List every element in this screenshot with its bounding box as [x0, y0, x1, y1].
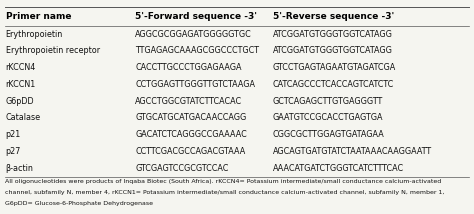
Text: GAATGTCCGCACCTGAGTGA: GAATGTCCGCACCTGAGTGA [273, 113, 383, 122]
Text: All oligonucleotides were products of Inqaba Biotec (South Africa). rKCCN4= Pota: All oligonucleotides were products of In… [5, 179, 441, 184]
Text: p21: p21 [6, 130, 21, 139]
Text: ATCGGATGTGGGTGGTCATAGG: ATCGGATGTGGGTGGTCATAGG [273, 30, 392, 39]
Text: AGCCTGGCGTATCTTCACAC: AGCCTGGCGTATCTTCACAC [135, 97, 242, 106]
Text: AAACATGATCTGGGTCATCTTTCAC: AAACATGATCTGGGTCATCTTTCAC [273, 164, 404, 173]
Text: β-actin: β-actin [6, 164, 34, 173]
Text: 5'-Forward sequence -3': 5'-Forward sequence -3' [135, 12, 257, 21]
Text: p27: p27 [6, 147, 21, 156]
Text: CCTTCGACGCCAGACGTAAA: CCTTCGACGCCAGACGTAAA [135, 147, 246, 156]
Text: TTGAGAGCAAAGCGGCCCTGCT: TTGAGAGCAAAGCGGCCCTGCT [135, 46, 259, 55]
Text: GTCCTGAGTAGAATGTAGATCGA: GTCCTGAGTAGAATGTAGATCGA [273, 63, 396, 72]
Text: rKCCN1: rKCCN1 [6, 80, 36, 89]
Text: CATCAGCCCTCACCAGTCATCTC: CATCAGCCCTCACCAGTCATCTC [273, 80, 394, 89]
Text: Erythropoietin: Erythropoietin [6, 30, 63, 39]
Text: G6pDD= Glucose-6-Phosphate Dehydrogenase: G6pDD= Glucose-6-Phosphate Dehydrogenase [5, 201, 153, 206]
Text: Primer name: Primer name [6, 12, 71, 21]
Text: ATCGGATGTGGGTGGTCATAGG: ATCGGATGTGGGTGGTCATAGG [273, 46, 392, 55]
Text: 5'-Reverse sequence -3': 5'-Reverse sequence -3' [273, 12, 394, 21]
Text: rKCCN4: rKCCN4 [6, 63, 36, 72]
Text: G6pDD: G6pDD [6, 97, 34, 106]
Text: AGGCGCGGAGATGGGGGTGC: AGGCGCGGAGATGGGGGTGC [135, 30, 252, 39]
Text: CACCTTGCCCTGGAGAAGA: CACCTTGCCCTGGAGAAGA [135, 63, 242, 72]
Text: GACATCTCAGGGCCGAAAAC: GACATCTCAGGGCCGAAAAC [135, 130, 247, 139]
Text: Catalase: Catalase [6, 113, 41, 122]
Text: CCTGGAGTTGGGTTGTCTAAGA: CCTGGAGTTGGGTTGTCTAAGA [135, 80, 255, 89]
Text: GTGCATGCATGACAACCAGG: GTGCATGCATGACAACCAGG [135, 113, 246, 122]
Text: CGGCGCTTGGAGTGATAGAA: CGGCGCTTGGAGTGATAGAA [273, 130, 384, 139]
Text: GTCGAGTCCGCGTCCAC: GTCGAGTCCGCGTCCAC [135, 164, 228, 173]
Text: channel, subfamily N, member 4, rKCCN1= Potassium intermediate/small conductance: channel, subfamily N, member 4, rKCCN1= … [5, 190, 444, 195]
Text: GCTCAGAGCTTGTGAGGGTT: GCTCAGAGCTTGTGAGGGTT [273, 97, 383, 106]
Text: AGCAGTGATGTATCTAATAAACAAGGAATT: AGCAGTGATGTATCTAATAAACAAGGAATT [273, 147, 432, 156]
Text: Erythropoietin receptor: Erythropoietin receptor [6, 46, 100, 55]
